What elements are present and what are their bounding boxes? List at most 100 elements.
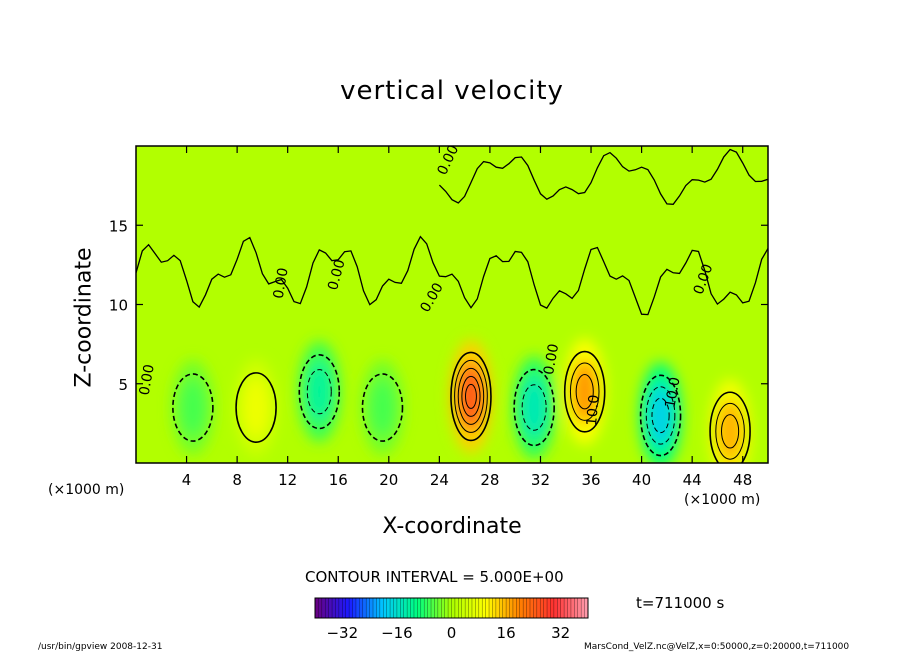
colorbar-cell-7 [338, 598, 343, 618]
colorbar-tick-label-0: −32 [326, 624, 358, 642]
colorbar-cell-70 [553, 598, 558, 618]
x-tick-label-3: 16 [329, 471, 348, 489]
x-tick-label-4: 20 [379, 471, 398, 489]
x-unit-note-left: (×1000 m) [48, 482, 125, 498]
colorbar-cell-60 [519, 598, 524, 618]
colorbar-cell-40 [451, 598, 456, 618]
colorbar-cell-25 [400, 598, 405, 618]
x-tick-label-2: 12 [278, 471, 297, 489]
colorbar-cell-24 [396, 598, 401, 618]
colorbar-cell-38 [444, 598, 449, 618]
contour-5-0 [513, 368, 555, 447]
contour-0-0 [172, 373, 214, 442]
colorbar-cell-47 [475, 598, 480, 618]
x-tick-label-7: 32 [531, 471, 550, 489]
x-tick-label-9: 40 [632, 471, 651, 489]
contour-label-7: 10.0 [662, 376, 683, 409]
field-core-5 [520, 376, 548, 439]
colorbar-cell-41 [454, 598, 459, 618]
colorbar-cell-27 [407, 598, 412, 618]
colorbar-cell-67 [543, 598, 548, 618]
colorbar-cell-15 [366, 598, 371, 618]
colorbar-cell-54 [499, 598, 504, 618]
field-core-3 [369, 378, 396, 437]
colorbar-cell-34 [431, 598, 435, 618]
contour-7-1 [645, 386, 676, 445]
colorbar-cell-59 [516, 598, 521, 618]
colorbar-cell-43 [461, 598, 466, 618]
contour-interval-text: CONTOUR INTERVAL = 5.000E+00 [305, 568, 564, 586]
y-tick-label-2: 15 [109, 217, 128, 235]
colorbar-cell-4 [328, 598, 333, 618]
colorbar-cell-42 [458, 598, 463, 618]
colorbar-tick-label-2: 0 [447, 624, 457, 642]
colorbar-cell-55 [502, 598, 507, 618]
colorbar-cell-76 [574, 598, 579, 618]
colorbar-cell-14 [362, 598, 367, 618]
colorbar-cell-79 [584, 598, 589, 618]
footer-right: MarsCond_VelZ.nc@VelZ,x=0:50000,z=0:2000… [584, 642, 850, 652]
colorbar-tick-label-1: −16 [381, 624, 413, 642]
colorbar-cell-19 [379, 598, 384, 618]
contour-6-1 [569, 362, 600, 421]
colorbar-cell-65 [536, 598, 541, 618]
colorbar-cell-13 [359, 598, 364, 618]
footer-left: /usr/bin/gpview 2008-12-31 [38, 642, 163, 652]
colorbar-cell-32 [424, 598, 429, 618]
colorbar-cell-73 [564, 598, 569, 618]
colorbar-cell-22 [390, 598, 394, 618]
contour-1-0 [235, 372, 277, 443]
contour-4-0 [450, 351, 492, 442]
contour-label-2: 0.00 [325, 258, 349, 292]
colorbar-cell-28 [410, 598, 415, 618]
x-tick-label-8: 36 [581, 471, 600, 489]
colorbar-cell-52 [492, 598, 497, 618]
contour-4-4 [465, 383, 477, 409]
contour-4-3 [461, 375, 481, 417]
colorbar-cell-23 [393, 598, 398, 618]
contour-2-0 [298, 354, 341, 430]
contour-6-0 [563, 350, 606, 433]
colorbar-cell-9 [345, 598, 350, 618]
field-core-2 [306, 361, 333, 422]
contour-8-2 [721, 414, 740, 449]
y-tick-label-1: 10 [109, 297, 128, 315]
x-tick-label-6: 28 [480, 471, 499, 489]
contour-4-2 [457, 367, 485, 425]
colorbar-cell-49 [482, 598, 487, 618]
colorbar-cell-63 [529, 598, 534, 618]
colorbar-cell-31 [420, 598, 425, 618]
colorbar-cell-29 [413, 598, 418, 618]
colorbar-cell-17 [373, 598, 377, 618]
time-label: t=711000 s [636, 594, 725, 612]
colorbar-cell-26 [403, 598, 408, 618]
colorbar-cell-21 [386, 598, 391, 618]
chart-title: vertical velocity [340, 76, 564, 106]
contour-6-2 [575, 373, 594, 410]
colorbar-cell-45 [468, 598, 473, 618]
colorbar-cell-57 [509, 598, 514, 618]
colorbar-cell-66 [540, 598, 545, 618]
colorbar-cell-61 [523, 598, 528, 618]
contour-3-0 [361, 373, 404, 442]
x-tick-label-5: 24 [430, 471, 449, 489]
colorbar-cell-64 [533, 598, 538, 618]
x-tick-label-10: 44 [683, 471, 702, 489]
contour-5-1 [521, 384, 547, 431]
colorbar-cell-68 [547, 598, 551, 618]
colorbar-cell-39 [448, 598, 452, 618]
colorbar-cell-71 [557, 598, 562, 618]
field-core-6 [571, 359, 598, 424]
contour-8-1 [715, 402, 745, 460]
contour-7-0 [639, 374, 682, 457]
colorbar-cell-8 [342, 598, 347, 618]
colorbar-cell-48 [478, 598, 483, 618]
contour-label-0: 0.00 [137, 363, 158, 396]
field-core-8 [716, 399, 744, 463]
x-unit-note-right: (×1000 m) [684, 492, 761, 508]
colorbar-cell-12 [355, 598, 360, 618]
zero-contour [136, 235, 768, 316]
colorbar-cell-2 [321, 598, 326, 618]
field-core-7 [647, 383, 674, 448]
